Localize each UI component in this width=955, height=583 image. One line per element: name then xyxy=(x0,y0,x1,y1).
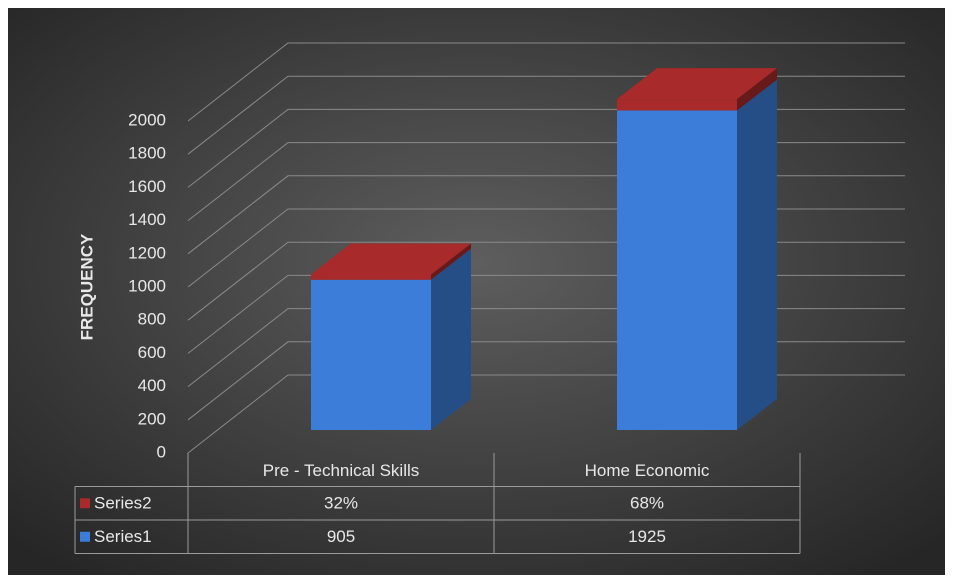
table-cell: 1925 xyxy=(628,527,666,546)
y-tick-label: 2000 xyxy=(128,110,166,129)
y-axis-title: FREQUENCY xyxy=(77,233,96,340)
y-tick-label: 1600 xyxy=(128,177,166,196)
legend-marker xyxy=(80,531,90,542)
y-tick-label: 1800 xyxy=(128,144,166,163)
table-cell: 68% xyxy=(630,494,664,513)
bar-side xyxy=(737,68,777,111)
legend-label: Series1 xyxy=(94,527,152,546)
y-tick-label: 800 xyxy=(138,310,166,329)
table-cell: 905 xyxy=(327,527,355,546)
bar-top xyxy=(311,243,471,275)
bar-side xyxy=(737,79,777,430)
grid-line xyxy=(187,42,905,122)
y-tick-label: 600 xyxy=(138,343,166,362)
y-tick-label: 1000 xyxy=(128,276,166,295)
bar xyxy=(617,99,737,111)
y-tick-label: 1400 xyxy=(128,210,166,229)
x-tick-label: Pre - Technical Skills xyxy=(263,461,420,480)
bar-side xyxy=(431,248,471,430)
bar xyxy=(311,274,431,280)
y-tick-label: 400 xyxy=(138,376,166,395)
bar xyxy=(617,110,737,430)
x-tick-label: Home Economic xyxy=(585,461,710,480)
legend-marker xyxy=(80,498,90,509)
y-tick-label: 1200 xyxy=(128,243,166,262)
bar xyxy=(311,279,431,430)
y-tick-label: 0 xyxy=(157,442,166,461)
bar-top xyxy=(617,68,777,100)
legend-label: Series2 xyxy=(94,494,152,513)
y-tick-label: 200 xyxy=(138,409,166,428)
chart-background xyxy=(8,8,945,575)
bar-side xyxy=(431,243,471,280)
table-cell: 32% xyxy=(324,494,358,513)
